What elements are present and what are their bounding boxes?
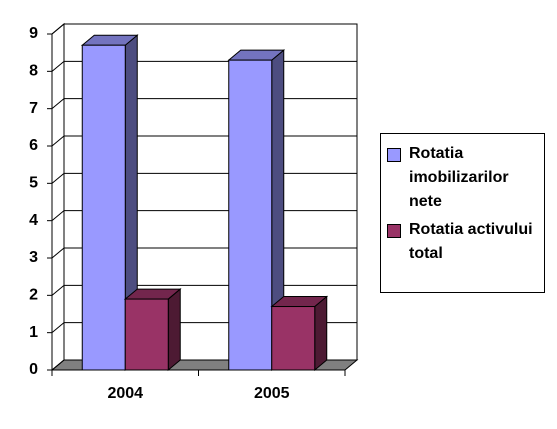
y-tick-label: 8	[29, 63, 38, 80]
grid-line-side	[51, 98, 65, 110]
grid-line-side	[51, 322, 65, 334]
legend-label: Rotatia imobilizarilor nete	[409, 145, 509, 210]
y-tick-label: 5	[29, 175, 38, 192]
y-tick-label: 9	[29, 25, 38, 42]
grid-line-side	[51, 23, 65, 35]
y-tick-label: 4	[29, 212, 38, 229]
bar-side	[167, 287, 181, 372]
grid-line-side	[51, 284, 65, 296]
legend-swatch	[387, 148, 401, 162]
bar	[228, 59, 273, 371]
bar	[271, 306, 316, 371]
legend-item: Rotatia imobilizarilor nete	[387, 142, 538, 214]
y-tick-label: 0	[29, 361, 38, 378]
grid-line-side	[51, 135, 65, 147]
side-wall	[51, 22, 65, 372]
grid-line-side	[51, 60, 65, 72]
y-tick-label: 2	[29, 287, 38, 304]
grid-line-side	[51, 247, 65, 259]
legend-swatch	[387, 224, 401, 238]
legend-item: Rotatia activului total	[387, 218, 538, 266]
y-tick-label: 1	[29, 324, 38, 341]
x-tick-label: 2005	[254, 385, 290, 402]
bar-side	[314, 295, 328, 372]
y-tick-label: 6	[29, 137, 38, 154]
y-tick-label: 3	[29, 249, 38, 266]
legend: Rotatia imobilizarilor nete Rotatia activ…	[380, 133, 545, 293]
grid-line-side	[51, 210, 65, 222]
legend-label: Rotatia activului total	[409, 221, 533, 262]
bar	[81, 44, 126, 371]
bar	[124, 298, 169, 371]
grid-line-side	[51, 359, 65, 371]
grid-line-side	[51, 172, 65, 184]
x-tick-label: 2004	[107, 385, 143, 402]
y-tick-label: 7	[29, 100, 38, 117]
